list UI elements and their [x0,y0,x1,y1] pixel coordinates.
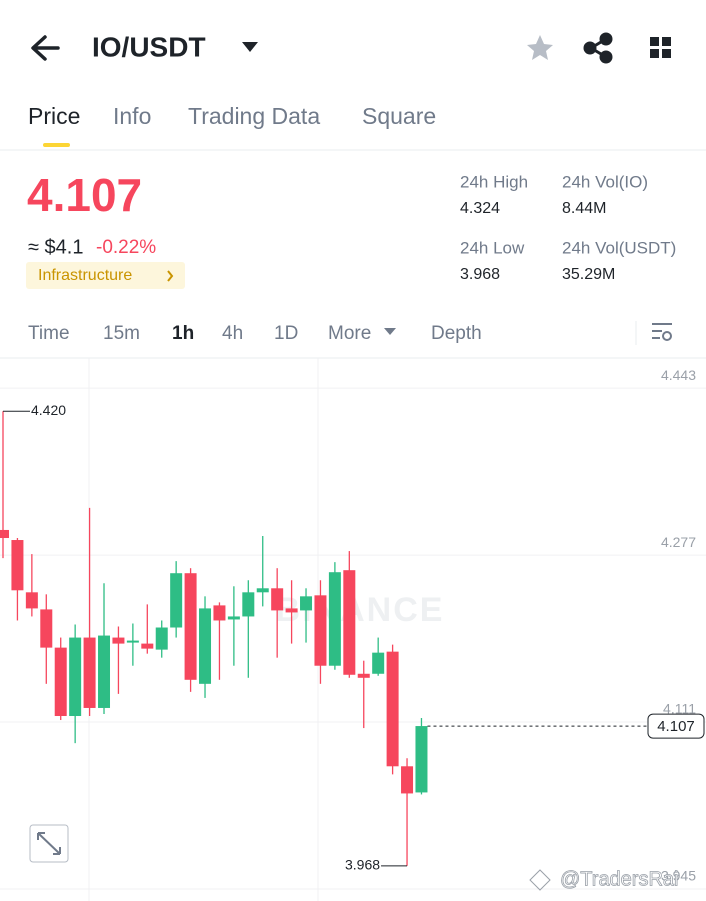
interval[interactable]: 4h [222,323,243,344]
last-price: 4.107 [27,169,142,221]
high-label: 4.420 [31,402,66,418]
watermark: @TradersRai [560,868,678,890]
tab[interactable]: Square [362,103,436,129]
low-label: 3.968 [345,857,380,873]
candle-body [415,726,428,793]
y-tick-label: 4.277 [661,534,696,550]
candle-body [141,643,154,649]
candle-body [256,588,269,593]
tag[interactable]: Infrastructure [26,262,185,289]
last-price-label: 4.107 [657,718,695,735]
candle-body [126,640,139,643]
stat-label: 24h Low [460,238,525,257]
stat-value: 35.29M [562,266,615,283]
candle-body [372,652,385,674]
pair-dropdown[interactable] [242,42,258,52]
tab[interactable]: Info [113,103,151,129]
candle-body [300,596,313,611]
stat-value: 8.44M [562,200,606,217]
interval[interactable]: 15m [103,323,140,344]
candle-body [112,637,125,644]
more-caret [384,328,396,335]
candle-body [40,609,53,648]
share-button[interactable] [583,32,613,64]
fiat-price: ≈ $4.1 [28,236,83,258]
watermark-logo [529,869,551,891]
interval[interactable]: More [328,323,371,344]
candle-body [199,608,212,684]
candle-body [328,572,341,666]
y-tick-label: 4.443 [661,367,696,383]
candle-body [343,570,356,675]
candle-body [285,608,298,613]
candle-body [170,573,183,628]
candle-body [0,529,9,539]
interval[interactable]: Time [28,323,70,344]
tag-label: Infrastructure [38,267,132,284]
tab-indicator [43,143,70,147]
candle-body [155,627,168,650]
candle-body [401,766,414,794]
candle-body [314,595,327,666]
candle-body [25,592,38,609]
y-tick-label: 4.111 [663,701,696,717]
candlestick-chart: BINANCE 4.4434.2774.1113.9454.4203.9684.… [0,358,706,901]
candle-body [11,540,24,591]
candle-body [386,651,399,767]
layout-button[interactable] [650,37,671,58]
pair-title[interactable]: IO/USDT [92,31,206,62]
back-button[interactable] [31,35,60,61]
expand-button[interactable] [29,824,69,863]
favorite-button[interactable] [527,35,553,60]
candle-body [242,592,255,617]
interval[interactable]: Depth [431,323,482,344]
candle-body [69,637,82,717]
candle-body [213,605,226,621]
tab[interactable]: Price [28,103,80,129]
interval[interactable]: 1D [274,323,298,344]
price-change: -0.22% [96,237,156,258]
candle-body [83,637,96,708]
stat-value: 3.968 [460,266,500,283]
stat-label: 24h Vol(USDT) [562,238,676,257]
candle-body [271,588,284,611]
tab[interactable]: Trading Data [188,103,320,129]
candle-body [227,616,240,620]
y-tick-label: 3.945 [661,868,696,884]
stat-label: 24h Vol(IO) [562,172,648,191]
stat-label: 24h High [460,172,528,191]
stat-value: 4.324 [460,200,500,217]
interval[interactable]: 1h [172,323,194,344]
chart-settings[interactable] [652,323,672,341]
candle-body [54,647,67,717]
last-price-tag [647,713,705,739]
candle-body [98,635,111,708]
candle-body [357,673,370,678]
candle-body [184,573,197,680]
